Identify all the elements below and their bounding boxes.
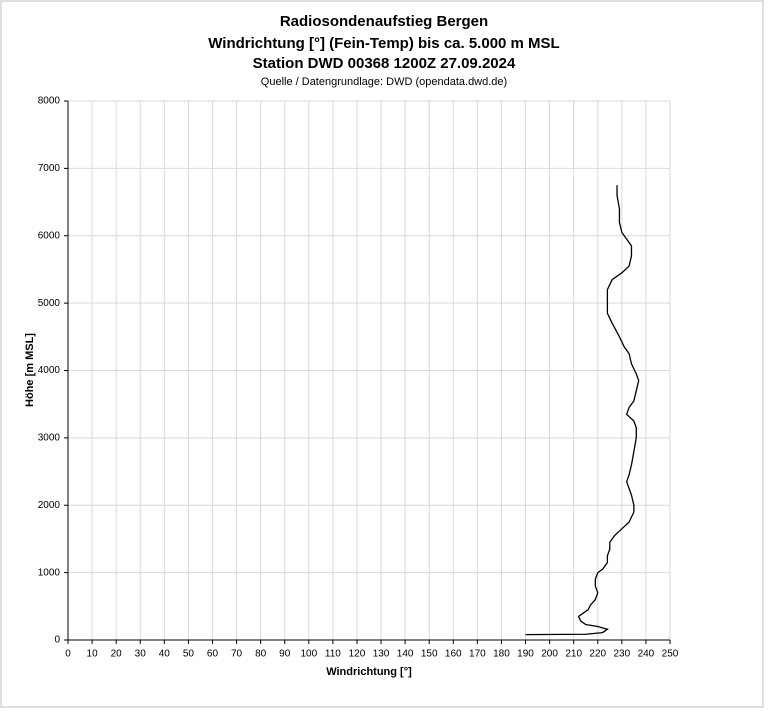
y-tick-label: 4000	[38, 365, 61, 376]
y-tick-label: 2000	[38, 500, 61, 511]
y-axis-title: Höhe [m MSL]	[24, 333, 36, 407]
x-tick-label: 240	[638, 649, 655, 660]
y-tick-label: 1000	[38, 567, 61, 578]
x-tick-label: 50	[183, 649, 195, 660]
x-tick-label: 110	[325, 649, 341, 660]
x-tick-label: 220	[589, 649, 606, 660]
x-tick-label: 100	[300, 649, 317, 660]
x-tick-label: 0	[65, 649, 71, 660]
x-tick-label: 210	[565, 649, 582, 660]
chart-source: Quelle / Datengrundlage: DWD (opendata.d…	[261, 76, 507, 88]
x-tick-label: 80	[255, 649, 267, 660]
chart-subtitle: Windrichtung [°] (Fein-Temp) bis ca. 5.0…	[208, 35, 559, 52]
y-tick-label: 3000	[38, 433, 61, 444]
chart-title: Radiosondenaufstieg Bergen	[280, 13, 488, 30]
x-tick-label: 70	[231, 649, 243, 660]
x-axis-title: Windrichtung [°]	[326, 666, 412, 678]
y-tick-label: 7000	[38, 163, 61, 174]
x-tick-label: 90	[279, 649, 291, 660]
x-tick-label: 130	[373, 649, 390, 660]
x-tick-label: 200	[541, 649, 558, 660]
x-tick-label: 250	[662, 649, 679, 660]
x-tick-label: 20	[111, 649, 123, 660]
x-tick-label: 30	[135, 649, 147, 660]
chart-subtitle: Station DWD 00368 1200Z 27.09.2024	[253, 55, 516, 72]
x-tick-label: 140	[397, 649, 414, 660]
y-tick-label: 0	[54, 635, 60, 646]
x-tick-label: 150	[421, 649, 438, 660]
x-tick-label: 170	[469, 649, 486, 660]
x-tick-label: 230	[613, 649, 630, 660]
x-tick-label: 60	[207, 649, 219, 660]
y-tick-label: 6000	[38, 230, 61, 241]
x-tick-label: 40	[159, 649, 171, 660]
x-tick-label: 190	[517, 649, 534, 660]
y-tick-label: 5000	[38, 298, 61, 309]
x-tick-label: 180	[493, 649, 510, 660]
x-tick-label: 10	[87, 649, 99, 660]
x-tick-label: 120	[349, 649, 366, 660]
x-tick-label: 160	[445, 649, 462, 660]
data-line	[525, 185, 640, 636]
y-tick-label: 8000	[38, 96, 61, 107]
